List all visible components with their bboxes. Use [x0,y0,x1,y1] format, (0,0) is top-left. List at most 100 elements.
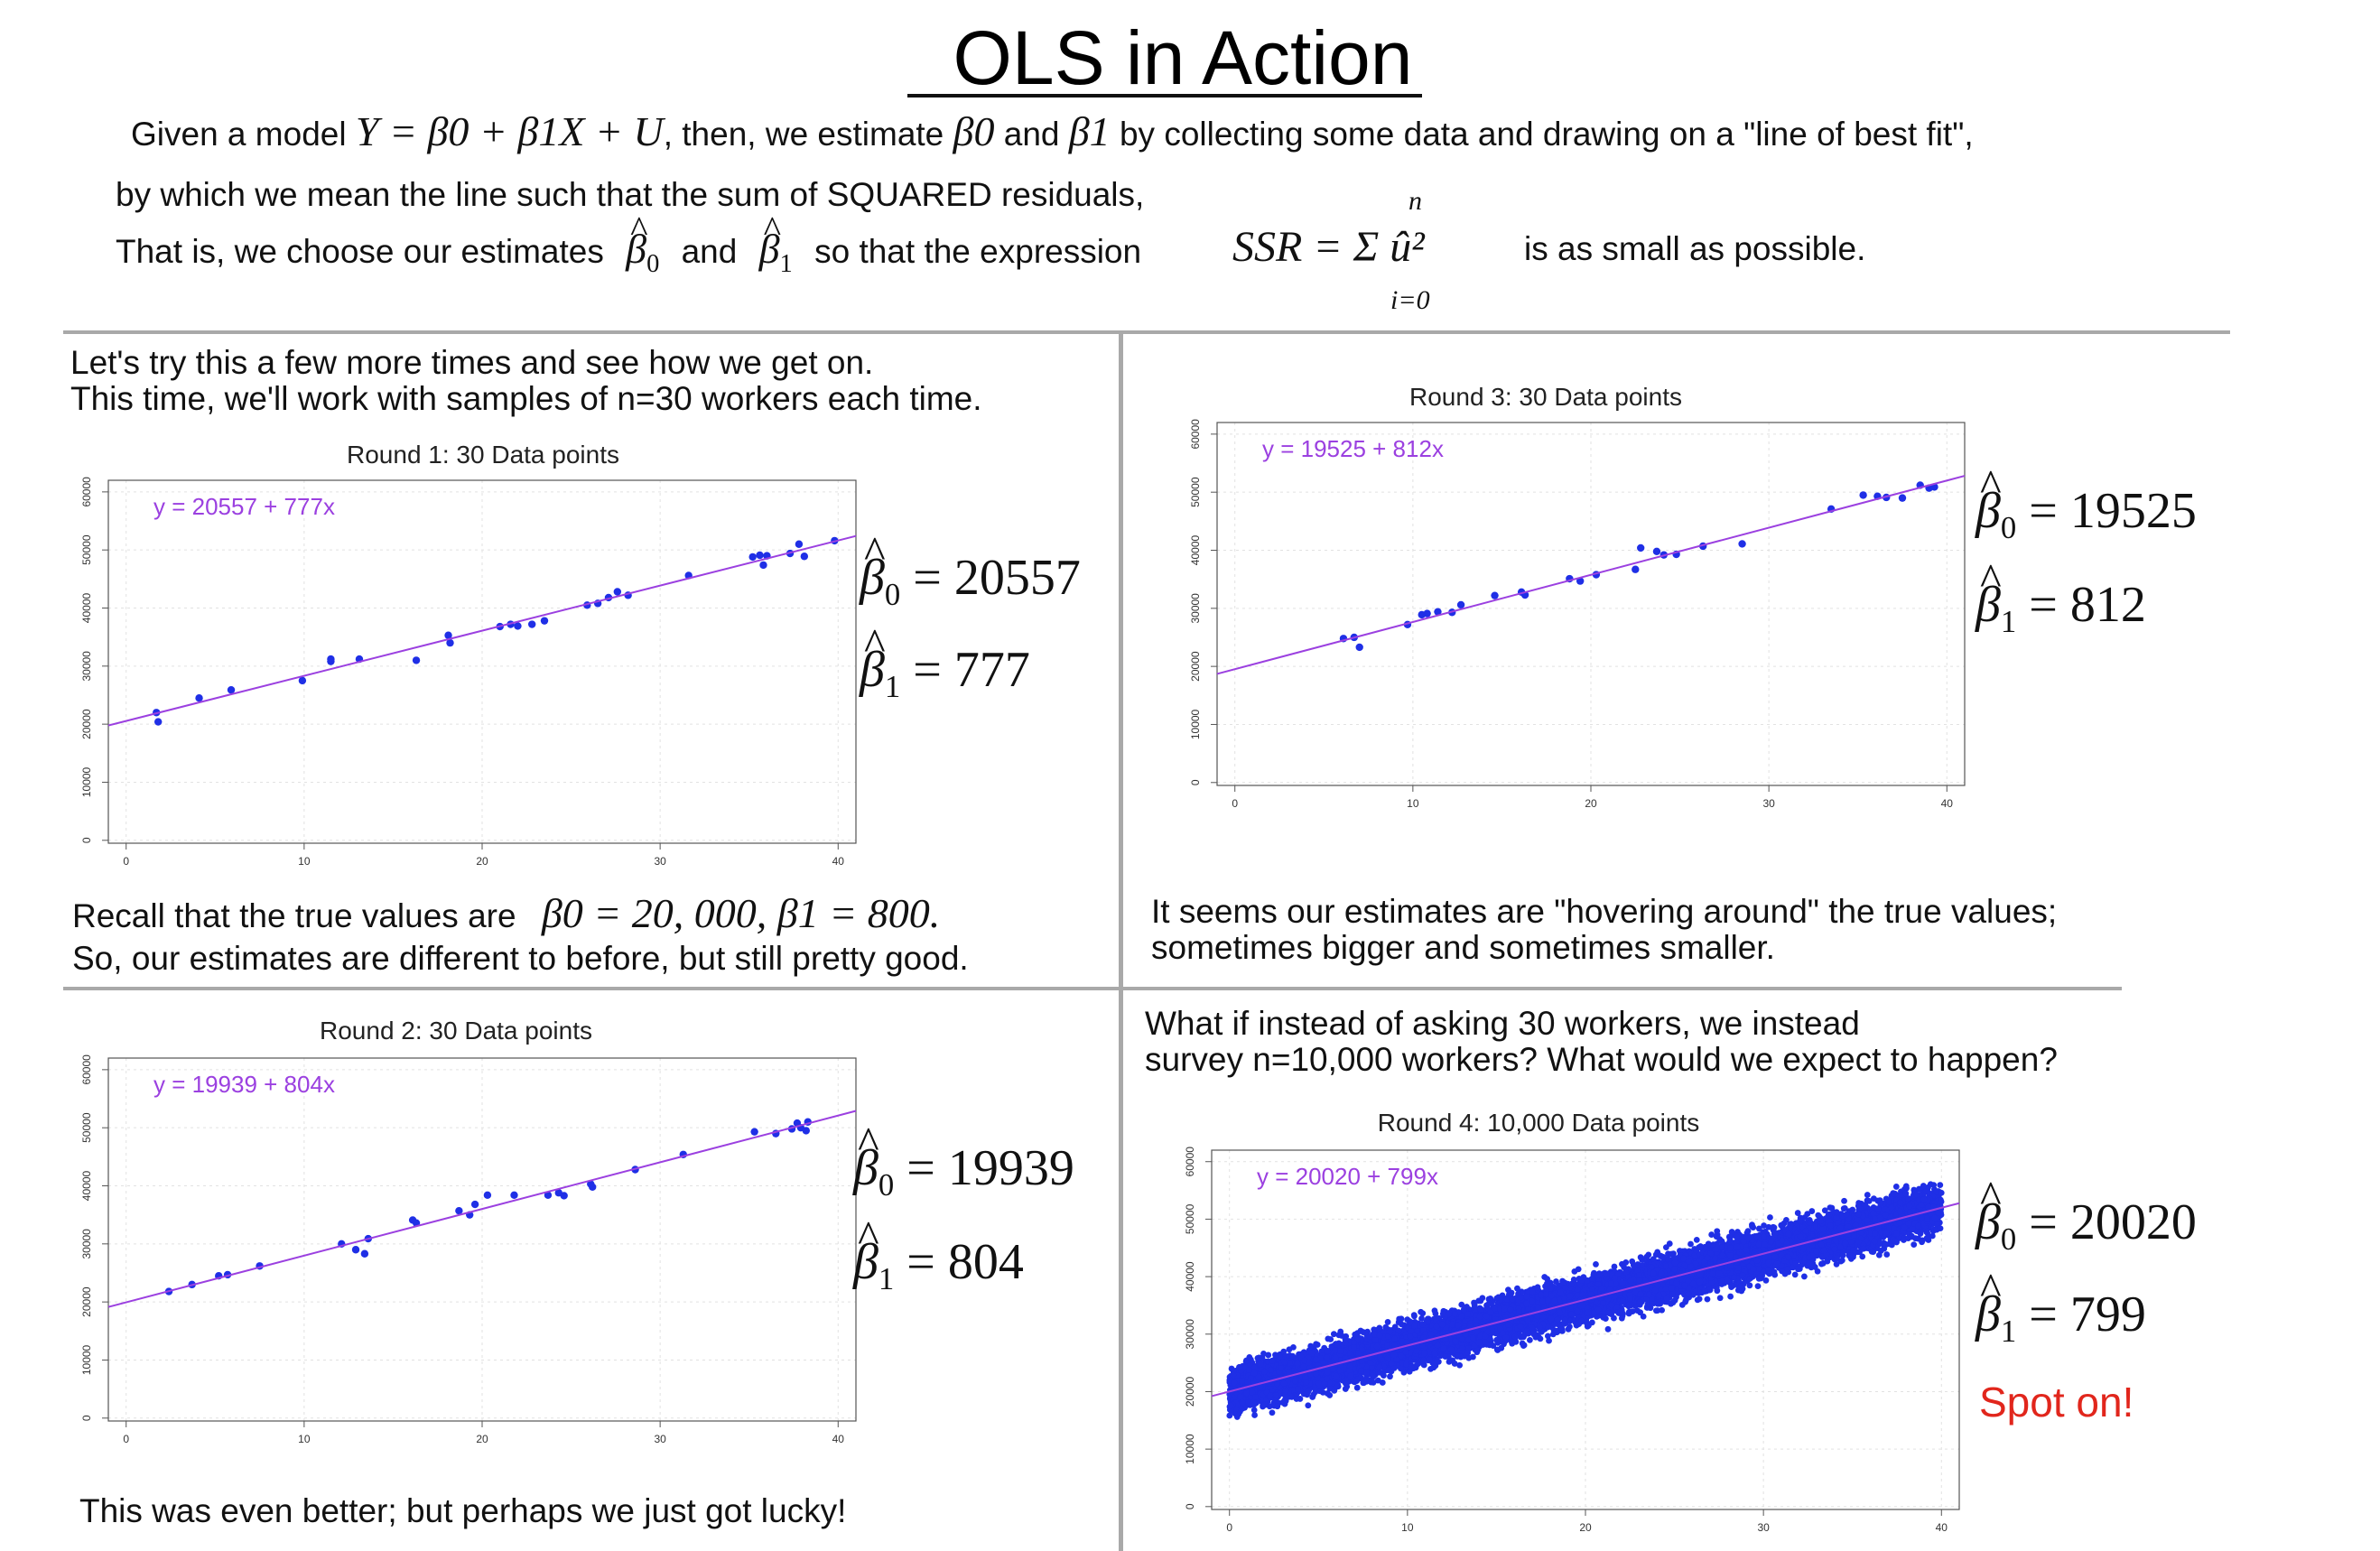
chart2-beta1-estimate: β1 = 804 [853,1211,1024,1297]
data-point [195,694,203,702]
chart3-beta1-estimate: β1 = 812 [1976,553,2146,640]
title-underline [907,94,1422,98]
data-point [351,1246,360,1254]
x-tick-label: 10 [298,1433,311,1445]
chart4-title: Round 4: 10,000 Data points [1377,1109,1700,1137]
sum-lower-limit: i=0 [1390,285,1430,315]
data-point [613,588,622,596]
data-point [510,1191,518,1199]
chart2-title: Round 2: 30 Data points [320,1017,592,1045]
data-point [412,656,421,664]
data-point [1754,1283,1762,1290]
data-point [1800,1273,1808,1280]
intro-text-then: , then, we estimate [663,116,944,153]
intro-text-expression: so that the expression [814,233,1142,270]
data-point [1828,1204,1836,1212]
y-tick-label: 50000 [1184,1203,1196,1234]
chart3-beta0-value: 19525 [2069,483,2197,539]
y-tick-label: 40000 [80,1170,93,1201]
chart2-beta0-estimate: β0 = 19939 [853,1117,1074,1203]
x-tick-label: 40 [832,855,845,868]
data-point [1371,1326,1378,1333]
chart1-beta0-value: 20557 [953,550,1081,606]
x-tick-label: 0 [123,1433,129,1445]
data-point [1898,494,1907,502]
y-tick-label: 0 [80,1415,93,1421]
data-point [1330,1331,1337,1338]
y-tick-label: 20000 [80,1286,93,1317]
x-tick-label: 0 [1232,797,1238,810]
panel1-text-b: This time, we'll work with samples of n=… [70,380,982,417]
panel1-recall-b: So, our estimates are different to befor… [72,940,969,977]
data-point [1474,1346,1482,1353]
data-point [1704,1296,1711,1303]
data-point [1387,1373,1393,1380]
data-point [360,1249,369,1258]
data-point [1446,1358,1453,1365]
data-point [1423,609,1431,618]
beta0-hat-symbol: β0 [626,209,659,277]
x-tick-label: 30 [1762,797,1775,810]
intro-text-collecting: by collecting some data and drawing on a… [1119,116,1974,153]
intro-text-given: Given a model [131,116,347,153]
data-point [1637,543,1645,553]
chart1-beta0-estimate: β0 = 20557 [860,526,1081,613]
y-tick-label: 0 [1189,779,1202,785]
data-point [750,1128,758,1136]
data-point [298,676,307,685]
x-tick-label: 20 [1585,797,1597,810]
y-tick-label: 0 [80,837,93,843]
divider-top [63,330,2230,334]
chart1-title: Round 1: 30 Data points [347,441,619,469]
x-tick-label: 30 [654,1433,666,1445]
y-tick-label: 40000 [80,592,93,623]
data-point [1251,1412,1258,1418]
x-tick-label: 30 [1757,1521,1770,1534]
fit-equation-label: y = 20557 + 777x [153,493,335,520]
chart1-scatter: 0 10 20 30 400100002000030000400005000060000… [80,477,857,868]
data-point [1791,1271,1799,1278]
y-tick-label: 40000 [1189,534,1202,565]
y-tick-label: 30000 [80,1229,93,1259]
data-point [1727,1293,1734,1300]
plot-frame [107,1057,857,1422]
y-tick-label: 10000 [1184,1434,1196,1464]
data-point [1491,591,1499,599]
data-point [528,620,536,628]
y-tick-label: 20000 [80,709,93,739]
data-point [1331,1387,1338,1394]
chart3-title: Round 3: 30 Data points [1409,383,1682,411]
panel4-text-a: What if instead of asking 30 workers, we… [1145,1005,1860,1042]
beta1-hat-symbol: β1 [759,209,793,277]
data-point [1342,1386,1349,1392]
panel3-text-a: It seems our estimates are "hovering aro… [1151,893,2058,930]
x-tick-label: 10 [1401,1521,1414,1534]
y-tick-label: 20000 [1184,1376,1196,1407]
data-point [560,1192,568,1200]
chart1-beta1-estimate: β1 = 777 [860,618,1030,705]
x-tick-label: 40 [1936,1521,1948,1534]
chart2-beta0-value: 19939 [947,1140,1074,1196]
y-tick-label: 60000 [80,1054,93,1085]
data-point [756,551,764,560]
y-tick-label: 20000 [1189,651,1202,682]
chart3-beta1-value: 812 [2069,577,2146,633]
y-tick-label: 10000 [80,1344,93,1375]
intro-line-3: That is, we choose our estimates β0 and … [116,209,1142,284]
data-point [748,553,757,562]
intro-text-small: is as small as possible. [1524,230,1866,267]
beta1-symbol: β1 [1068,108,1111,154]
panel1-text-a: Let's try this a few more times and see … [70,344,874,381]
data-point [1821,1207,1828,1214]
x-tick-label: 10 [1407,797,1419,810]
x-tick-label: 10 [298,855,311,868]
data-point [227,685,236,694]
data-point [1838,1257,1845,1264]
panel4-text-b: survey n=10,000 workers? What would we e… [1145,1041,2058,1078]
y-tick-label: 60000 [1184,1147,1196,1177]
model-equation: Y = β0 + β1X + U [355,108,664,154]
data-point [1767,1214,1773,1221]
intro-text-choose: That is, we choose our estimates [116,233,604,270]
data-point [540,617,549,625]
chart4-scatter: 0 10 20 30 400100002000030000400005000060000… [1184,1147,1960,1534]
